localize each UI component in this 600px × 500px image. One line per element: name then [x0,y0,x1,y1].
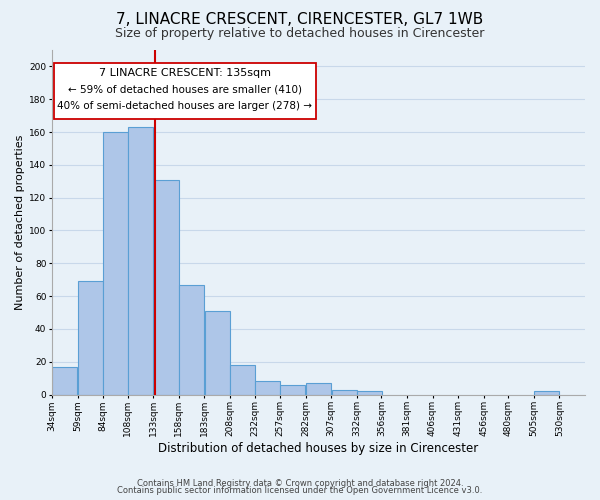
Bar [52,366,77,394]
Bar [230,365,256,394]
Bar [255,382,280,394]
Bar [280,384,305,394]
Text: Contains HM Land Registry data © Crown copyright and database right 2024.: Contains HM Land Registry data © Crown c… [137,478,463,488]
Text: 7 LINACRE CRESCENT: 135sqm: 7 LINACRE CRESCENT: 135sqm [99,68,271,78]
Bar [205,311,230,394]
Text: 7, LINACRE CRESCENT, CIRENCESTER, GL7 1WB: 7, LINACRE CRESCENT, CIRENCESTER, GL7 1W… [116,12,484,28]
Text: Size of property relative to detached houses in Cirencester: Size of property relative to detached ho… [115,28,485,40]
Bar [103,132,128,394]
Y-axis label: Number of detached properties: Number of detached properties [15,134,25,310]
Bar [54,63,316,119]
Bar [128,127,153,394]
Bar [306,383,331,394]
Text: Contains public sector information licensed under the Open Government Licence v3: Contains public sector information licen… [118,486,482,495]
Bar [78,282,103,395]
Bar [154,180,179,394]
Bar [534,391,559,394]
X-axis label: Distribution of detached houses by size in Cirencester: Distribution of detached houses by size … [158,442,479,455]
Bar [332,390,356,394]
Bar [357,391,382,394]
Text: ← 59% of detached houses are smaller (410): ← 59% of detached houses are smaller (41… [68,84,302,94]
Text: 40% of semi-detached houses are larger (278) →: 40% of semi-detached houses are larger (… [58,101,313,111]
Bar [179,284,204,395]
